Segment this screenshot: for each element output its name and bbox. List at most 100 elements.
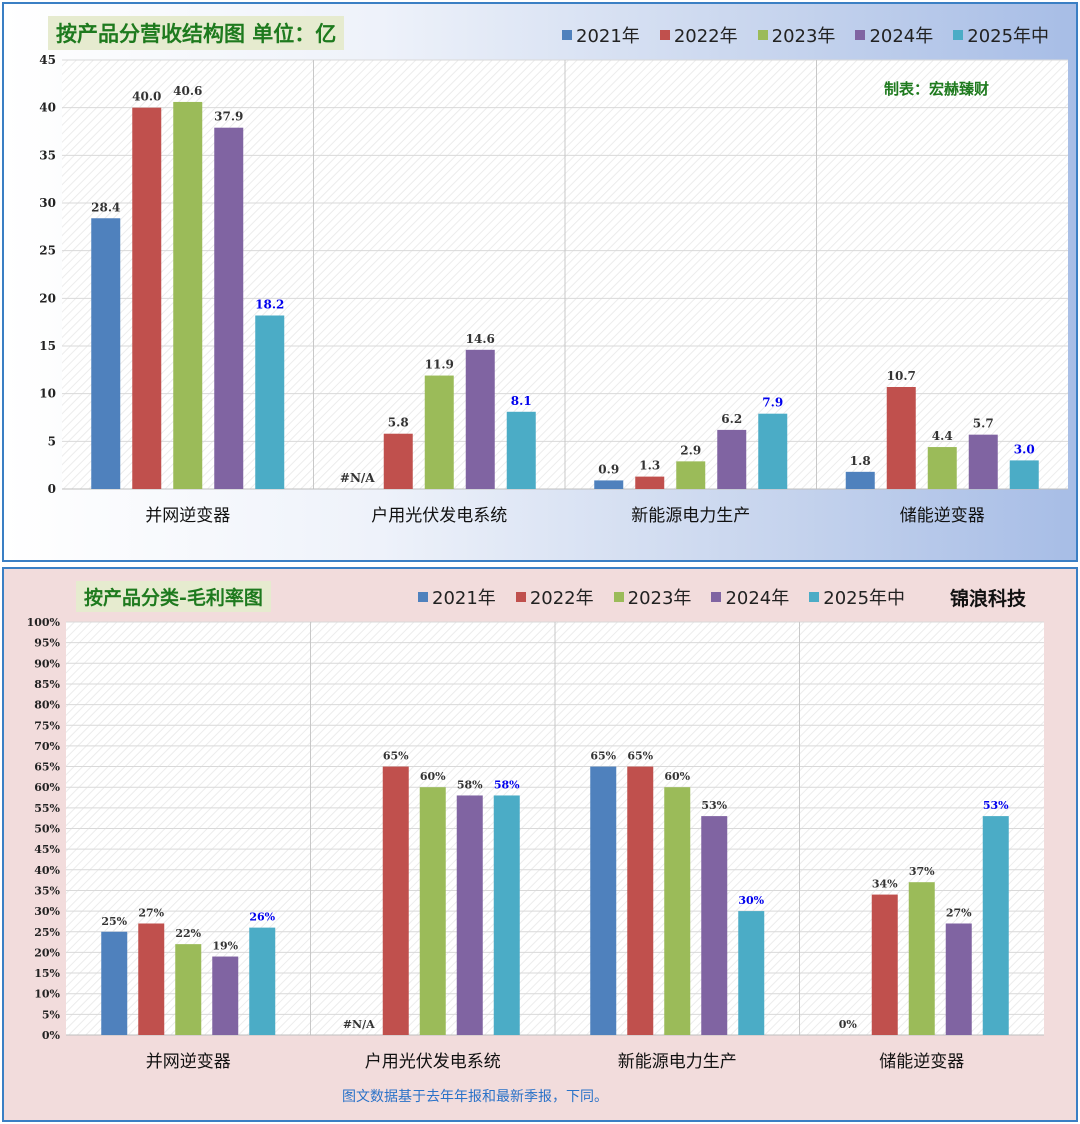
data-label: 8.1 bbox=[511, 394, 532, 408]
data-label: 40.6 bbox=[173, 84, 202, 98]
bar bbox=[506, 411, 536, 489]
bar bbox=[945, 923, 972, 1035]
margin-chart-title: 按产品分类-毛利率图 bbox=[76, 581, 271, 612]
y-tick-label: 100% bbox=[27, 616, 61, 629]
data-label: 22% bbox=[175, 927, 201, 940]
y-tick-label: 15 bbox=[39, 339, 56, 353]
legend-label: 2024年 bbox=[725, 588, 790, 609]
legend-item: 2024年 bbox=[711, 584, 789, 610]
legend-swatch bbox=[809, 592, 820, 602]
data-label: 30% bbox=[738, 894, 764, 907]
legend-item: 2021年 bbox=[418, 584, 496, 610]
y-tick-label: 30 bbox=[39, 196, 56, 210]
revenue-bar-chart: 0 5 10 15 20 25 30 35 40 45 并网逆变器 户用光伏发电系统 新能源电力生产 储能… bbox=[39, 53, 1068, 526]
y-tick-label: 70% bbox=[34, 740, 60, 753]
y-tick-label: 0% bbox=[42, 1029, 61, 1042]
y-tick-label: 80% bbox=[34, 699, 60, 712]
y-tick-label: 10 bbox=[39, 387, 56, 401]
legend-swatch bbox=[515, 592, 526, 602]
x-category-label: 新能源电力生产 bbox=[631, 506, 750, 526]
data-label: 37.9 bbox=[214, 110, 243, 124]
y-tick-label: 60% bbox=[34, 781, 60, 794]
legend-label: 2025年中 bbox=[967, 26, 1050, 47]
data-label: 27% bbox=[946, 906, 972, 919]
bar bbox=[493, 795, 520, 1035]
bar bbox=[594, 480, 624, 489]
y-tick-label: 50% bbox=[34, 823, 60, 836]
bar bbox=[173, 101, 203, 490]
bar bbox=[758, 413, 788, 489]
bar bbox=[249, 927, 276, 1035]
data-label: 3.0 bbox=[1014, 442, 1035, 456]
data-label: 2.9 bbox=[680, 443, 701, 457]
x-category-label: 并网逆变器 bbox=[145, 506, 230, 526]
bar bbox=[664, 787, 691, 1035]
legend-swatch bbox=[953, 30, 964, 40]
legend-swatch bbox=[613, 592, 624, 602]
x-category-label: 储能逆变器 bbox=[900, 506, 985, 526]
data-label: 5.7 bbox=[973, 417, 994, 431]
data-label: 58% bbox=[494, 778, 520, 791]
data-label: 27% bbox=[138, 906, 164, 919]
y-tick-label: 5% bbox=[42, 1008, 61, 1021]
y-tick-label: 90% bbox=[34, 657, 60, 670]
data-label: 40.0 bbox=[132, 90, 161, 104]
x-category-label: 新能源电力生产 bbox=[618, 1052, 737, 1072]
legend-swatch bbox=[711, 592, 722, 602]
bar bbox=[717, 429, 747, 489]
bar bbox=[1009, 460, 1039, 489]
bar bbox=[738, 911, 765, 1035]
data-label: 65% bbox=[590, 750, 616, 763]
x-category-label: 户用光伏发电系统 bbox=[365, 1052, 501, 1072]
bar bbox=[419, 787, 446, 1035]
margin-bar-chart: 0% 5% 10% 15% 20% 25% 30% 35% 40% 45% 50% 55% 60% 65%… bbox=[27, 616, 1044, 1072]
legend-item: 2022年 bbox=[515, 584, 594, 610]
y-tick-label: 20 bbox=[39, 291, 56, 305]
legend-item: 2025年中 bbox=[809, 584, 905, 610]
revenue-chart-title: 按产品分营收结构图 单位：亿 bbox=[48, 16, 345, 50]
legend-label: 2021年 bbox=[576, 26, 640, 47]
bar bbox=[927, 447, 957, 489]
bar bbox=[91, 218, 121, 489]
bar bbox=[132, 107, 162, 490]
data-label: 14.6 bbox=[466, 332, 495, 346]
bar bbox=[255, 315, 285, 489]
data-label: 6.2 bbox=[721, 412, 742, 426]
margin-legend: 2021年 2022年 2023年 2024年 2025年中 bbox=[418, 584, 905, 610]
legend-swatch bbox=[562, 30, 572, 40]
bar bbox=[383, 433, 413, 489]
data-label: 19% bbox=[212, 940, 238, 953]
y-tick-label: 25% bbox=[34, 926, 60, 939]
y-tick-label: 15% bbox=[34, 967, 60, 980]
y-tick-label: 20% bbox=[34, 946, 60, 959]
bar bbox=[908, 882, 935, 1035]
y-tick-label: 0 bbox=[48, 482, 56, 496]
legend-item: 2023年 bbox=[757, 22, 835, 48]
data-label: 28.4 bbox=[91, 200, 120, 214]
bar bbox=[382, 766, 409, 1035]
legend-item: 2021年 bbox=[562, 22, 640, 48]
legend-swatch bbox=[757, 30, 768, 40]
legend-item: 2023年 bbox=[613, 584, 691, 610]
y-tick-label: 10% bbox=[34, 988, 60, 1001]
y-tick-label: 85% bbox=[34, 678, 60, 691]
footnote: 图文数据基于去年年报和最新季报，下同。 bbox=[342, 1089, 608, 1105]
bar bbox=[982, 816, 1009, 1035]
data-label: 34% bbox=[872, 878, 898, 891]
revenue-legend: 2021年 2022年 2023年 2024年 2025年中 bbox=[562, 22, 1049, 48]
y-tick-label: 40% bbox=[34, 864, 60, 877]
bar bbox=[175, 944, 202, 1035]
data-label: 53% bbox=[983, 799, 1009, 812]
bar bbox=[138, 923, 165, 1035]
bar bbox=[676, 461, 706, 489]
bar bbox=[701, 816, 728, 1035]
y-tick-label: 95% bbox=[34, 637, 60, 650]
bar bbox=[101, 931, 128, 1035]
bar bbox=[590, 766, 617, 1035]
legend-swatch bbox=[659, 30, 670, 40]
legend-item: 2025年中 bbox=[953, 22, 1049, 48]
bar bbox=[635, 476, 665, 489]
y-tick-label: 30% bbox=[34, 905, 60, 918]
data-label: 1.3 bbox=[639, 459, 660, 473]
bar bbox=[214, 127, 244, 489]
